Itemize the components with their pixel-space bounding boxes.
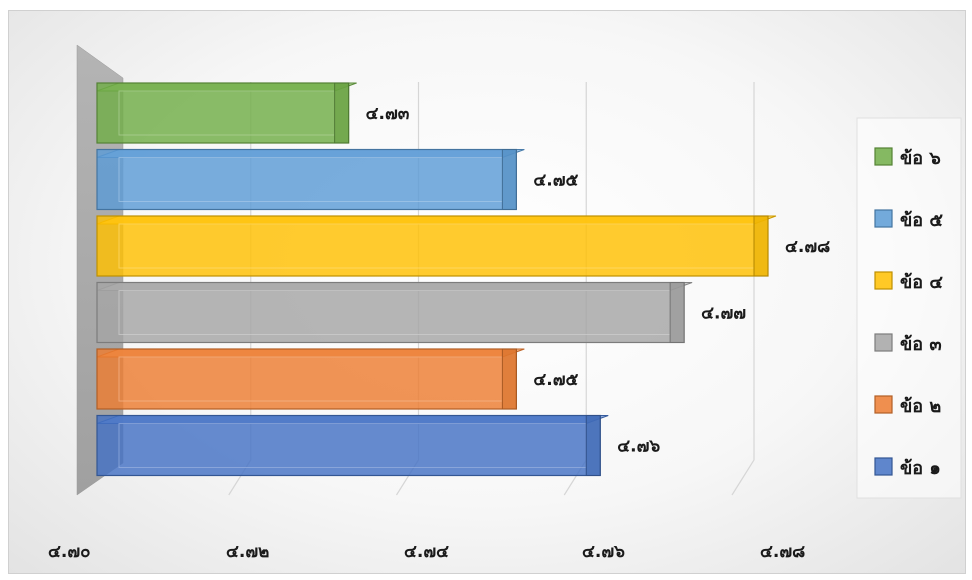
legend-label: ข้อ ๓ <box>900 334 942 355</box>
bar <box>96 215 777 277</box>
bar-front-face <box>96 148 517 211</box>
bar-end-face <box>501 149 517 210</box>
legend-item: ข้อ ๓ <box>874 333 942 355</box>
data-label: ๔.๗๘ <box>785 237 830 257</box>
bar-end-face <box>585 415 601 476</box>
legend-swatch <box>874 395 893 414</box>
legend-label: ข้อ ๑ <box>900 458 941 479</box>
legend-label: ข้อ ๖ <box>900 148 941 169</box>
legend-swatch <box>874 209 893 228</box>
x-tick-label: ๔.๗๒ <box>226 542 269 562</box>
data-label: ๔.๗๖ <box>617 437 660 457</box>
legend-item: ข้อ ๑ <box>874 457 941 479</box>
bar-front-face <box>96 82 350 144</box>
bar <box>96 281 693 344</box>
bar-front-face <box>96 348 517 410</box>
bar-end-face <box>753 215 769 277</box>
bar <box>96 82 357 144</box>
bar-front-face <box>96 414 601 477</box>
legend-swatch <box>874 147 893 166</box>
legend-item: ข้อ ๔ <box>874 271 943 293</box>
bar <box>96 414 609 477</box>
legend-swatch <box>874 271 893 290</box>
legend-item: ข้อ ๒ <box>874 395 941 417</box>
legend-box <box>856 117 962 499</box>
x-tick-label: ๔.๗๘ <box>760 542 805 562</box>
bar-front-face <box>96 281 685 344</box>
bar-end-face <box>669 282 685 343</box>
gridline <box>731 82 755 496</box>
x-tick-label: ๔.๗๐ <box>48 542 90 562</box>
legend-item: ข้อ ๕ <box>874 209 943 231</box>
data-label: ๔.๗๗ <box>701 304 746 324</box>
data-label: ๔.๗๕ <box>533 171 578 191</box>
bar <box>96 148 525 211</box>
data-label: ๔.๗๕ <box>533 370 578 390</box>
legend-label: ข้อ ๔ <box>900 272 943 293</box>
x-tick-label: ๔.๗๔ <box>404 542 449 562</box>
x-tick-label: ๔.๗๖ <box>582 542 625 562</box>
legend-swatch <box>874 333 893 352</box>
legend-label: ข้อ ๕ <box>900 210 943 231</box>
legend-swatch <box>874 457 893 476</box>
bar-end-face <box>334 82 350 144</box>
legend-item: ข้อ ๖ <box>874 147 941 169</box>
bar <box>96 348 525 410</box>
bar-end-face <box>501 348 517 410</box>
bar-front-face <box>96 215 769 277</box>
data-label: ๔.๗๓ <box>366 104 410 124</box>
legend-label: ข้อ ๒ <box>900 396 941 417</box>
